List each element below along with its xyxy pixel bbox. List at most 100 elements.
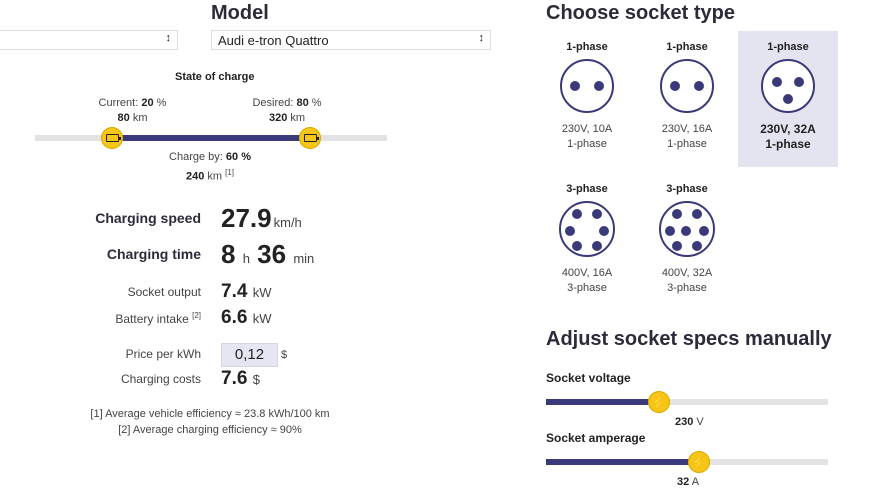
charging-speed-number: 27.9: [221, 203, 272, 233]
socket-phase-title: 1-phase: [666, 41, 708, 53]
battery-icon: [303, 134, 319, 142]
desired-label: Desired:: [252, 97, 294, 109]
current-label: Current:: [98, 97, 139, 109]
socket-option-230v-10a[interactable]: 1-phase 230V, 10A 1-phase: [537, 31, 637, 167]
type-f-socket-icon: [560, 59, 614, 113]
current-soc-handle[interactable]: [101, 127, 123, 149]
socket-spec: 400V, 16A: [561, 267, 613, 279]
desired-km-unit: km: [290, 112, 306, 124]
soc-slider-range: [112, 135, 310, 141]
socket-spec: 230V, 16A: [661, 123, 713, 135]
voltage-slider-track[interactable]: [546, 399, 828, 405]
charge-by-km-unit: km: [207, 170, 223, 183]
amperage-label: Socket amperage: [546, 431, 646, 445]
socket-option-230v-32a[interactable]: 1-phase 230V, 32A 1-phase: [738, 31, 838, 167]
charging-time-label: Charging time: [106, 246, 201, 262]
socket-output-value: 7.4 kW: [221, 281, 271, 303]
footnote-1: [1] Average vehicle efficiency ≈ 23.8 kW…: [90, 408, 330, 420]
charge-by: Charge by: 60 % 240 km [1]: [165, 150, 255, 185]
current-km: 80: [117, 112, 130, 124]
cee-1phase-socket-icon: [761, 59, 815, 113]
socket-output-label: Socket output: [127, 285, 201, 299]
current-km-unit: km: [132, 112, 148, 124]
socket-option-230v-16a[interactable]: 1-phase 230V, 16A 1-phase: [637, 31, 737, 167]
socket-phase: 1-phase: [765, 137, 811, 151]
footnote-ref-1[interactable]: [1]: [225, 168, 235, 177]
charge-by-percent: 60: [225, 151, 239, 163]
socket-option-400v-16a[interactable]: 3-phase 400V, 16A 3-phase: [537, 173, 637, 309]
voltage-unit: V: [696, 416, 704, 428]
voltage-slider-fill: [546, 399, 659, 405]
socket-spec: 400V, 32A: [661, 267, 713, 279]
socket-option-400v-32a[interactable]: 3-phase 400V, 32A 3-phase: [637, 173, 737, 309]
cee-3phase-socket-icon: [659, 201, 715, 257]
desired-soc: Desired: 80 % 320 km: [248, 96, 326, 126]
page-scrollbar[interactable]: [862, 0, 880, 495]
voltage-slider-handle[interactable]: ⚡: [648, 391, 670, 413]
charging-time-min-unit: min: [293, 251, 315, 266]
amperage-slider-fill: [546, 459, 699, 465]
adjust-heading: Adjust socket specs manually: [546, 328, 832, 350]
socket-phase-title: 3-phase: [666, 183, 708, 195]
desired-percent-unit: %: [311, 97, 322, 109]
battery-intake-number: 6.6: [221, 307, 248, 328]
socket-output-number: 7.4: [221, 281, 248, 302]
desired-soc-handle[interactable]: [299, 127, 321, 149]
charging-speed-label: Charging speed: [95, 210, 201, 226]
lightning-icon: ⚡: [690, 454, 708, 470]
battery-intake-value: 6.6 kW: [221, 307, 271, 329]
socket-phase-title: 1-phase: [767, 41, 809, 53]
footnote-ref-2[interactable]: [2]: [192, 311, 201, 320]
soc-title: State of charge: [175, 71, 255, 83]
battery-intake-unit: kW: [252, 311, 272, 326]
current-percent-unit: %: [156, 97, 167, 109]
chevron-updown-icon: ↕: [165, 32, 172, 44]
charge-by-percent-unit: %: [241, 151, 251, 163]
lightning-icon: ⚡: [650, 394, 668, 410]
voltage-readout: 230 V: [675, 416, 704, 428]
charging-time-h-unit: h: [242, 251, 250, 266]
voltage-value: 230: [675, 416, 694, 428]
battery-intake-label: Battery intake [2]: [60, 311, 201, 326]
socket-spec: 230V, 32A: [760, 122, 816, 136]
battery-icon: [105, 134, 121, 142]
amperage-value: 32: [677, 476, 690, 488]
type-f-socket-icon: [660, 59, 714, 113]
socket-phase: 3-phase: [667, 282, 707, 294]
price-input[interactable]: 0,12: [221, 343, 278, 367]
current-percent: 20: [141, 97, 154, 109]
desired-percent: 80: [296, 97, 309, 109]
chevron-updown-icon: ↕: [478, 32, 485, 44]
voltage-label: Socket voltage: [546, 371, 631, 385]
model-heading: Model: [211, 2, 269, 24]
socket-spec: 230V, 10A: [561, 123, 613, 135]
amperage-readout: 32 A: [677, 476, 699, 488]
desired-km: 320: [268, 112, 288, 124]
make-select[interactable]: ↕: [0, 30, 178, 50]
charging-speed-value: 27.9 km/h: [221, 203, 302, 234]
price-unit: $: [281, 349, 288, 361]
socket-heading: Choose socket type: [546, 2, 735, 24]
charging-costs-value: 7.6 $: [221, 368, 260, 390]
charging-speed-unit: km/h: [273, 215, 302, 230]
socket-phase: 1-phase: [567, 138, 607, 150]
socket-phase: 3-phase: [567, 282, 607, 294]
price-label: Price per kWh: [125, 347, 201, 361]
cee-3phase-socket-icon: [559, 201, 615, 257]
charging-time-minutes: 36: [257, 239, 287, 269]
charging-time-hours: 8: [221, 239, 236, 269]
amperage-slider-handle[interactable]: ⚡: [688, 451, 710, 473]
footnote-2: [2] Average charging efficiency ≈ 90%: [118, 424, 302, 436]
footnotes: [1] Average vehicle efficiency ≈ 23.8 kW…: [60, 406, 360, 438]
current-soc: Current: 20 % 80 km: [95, 96, 170, 126]
charging-costs-number: 7.6: [221, 368, 248, 389]
model-select[interactable]: Audi e-tron Quattro ↕: [211, 30, 491, 50]
charge-by-label: Charge by:: [169, 151, 223, 163]
charging-costs-label: Charging costs: [120, 372, 201, 386]
amperage-unit: A: [691, 476, 700, 488]
charge-by-km: 240: [185, 170, 205, 183]
charging-time-value: 8 h 36 min: [221, 239, 314, 270]
socket-phase-title: 3-phase: [566, 183, 608, 195]
model-select-value: Audi e-tron Quattro: [218, 33, 329, 48]
charging-costs-unit: $: [252, 372, 260, 387]
